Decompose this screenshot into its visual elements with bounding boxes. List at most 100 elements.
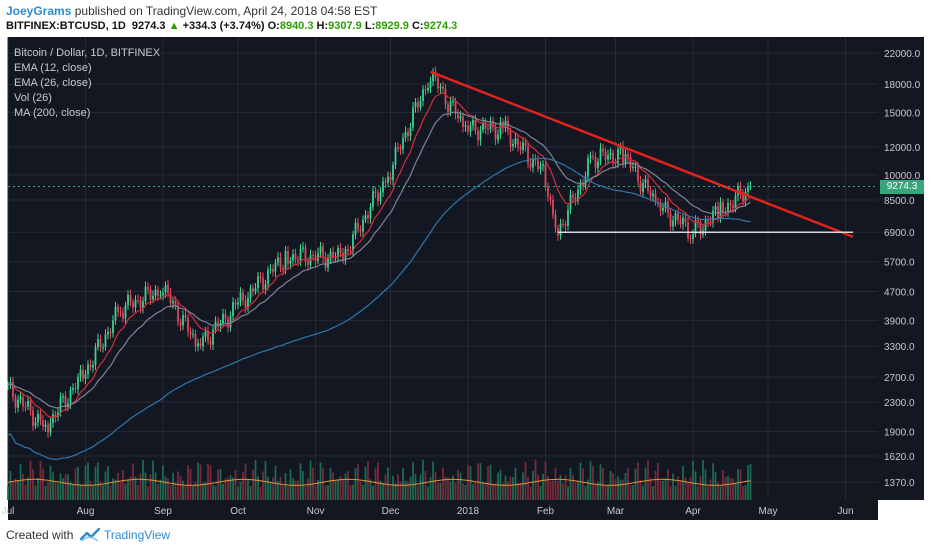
- volume-bar: [117, 472, 119, 500]
- volume-bar: [124, 484, 127, 500]
- volume-bar: [234, 470, 237, 500]
- candle-body: [104, 334, 107, 348]
- candle-body: [597, 161, 599, 169]
- price-chart[interactable]: 22000.0 18000.0 15000.0 12000.0 10000.0 8500.…: [0, 37, 932, 520]
- candle-body: [207, 331, 209, 342]
- candle-body: [64, 396, 67, 407]
- candle-body: [254, 288, 257, 292]
- volume-bar: [512, 477, 514, 500]
- volume-bar: [642, 485, 644, 500]
- volume-bar: [404, 480, 407, 500]
- volume-bar: [219, 469, 222, 500]
- volume-bar: [597, 481, 599, 500]
- volume-bar: [84, 465, 87, 500]
- volume-bar: [442, 467, 444, 500]
- author-link[interactable]: JoeyGrams: [6, 4, 72, 18]
- volume-bar: [719, 486, 722, 500]
- volume-bar: [362, 485, 364, 500]
- ma200-line: [7, 157, 751, 460]
- volume-bar: [494, 483, 497, 500]
- candle-body: [159, 295, 162, 297]
- footer: Created with TradingView: [0, 521, 932, 550]
- candle-body: [359, 229, 362, 232]
- up-arrow-icon: ▲: [168, 20, 180, 32]
- volume-bar: [279, 476, 282, 500]
- legend-ma200[interactable]: MA (200, close): [14, 107, 91, 119]
- volume-bar: [122, 470, 124, 500]
- candle-body: [34, 422, 37, 426]
- candle-body: [327, 258, 329, 268]
- candle-body: [284, 251, 287, 270]
- volume-bar: [519, 482, 522, 500]
- volume-bar: [689, 477, 692, 500]
- legend-volume[interactable]: Vol (26): [14, 92, 52, 104]
- candle-body: [419, 101, 422, 108]
- legend-ema26[interactable]: EMA (26, close): [14, 77, 92, 89]
- volume-bar: [129, 476, 132, 500]
- candle-body: [642, 182, 644, 192]
- volume-bar: [67, 474, 69, 500]
- open-label: O:: [267, 20, 280, 32]
- volume-bar: [164, 476, 167, 500]
- volume-bar: [639, 479, 642, 500]
- candle-body: [292, 253, 294, 261]
- volume-bar: [214, 486, 217, 500]
- volume-bar: [7, 486, 9, 500]
- candle-body: [522, 142, 524, 150]
- candle-body: [532, 158, 534, 168]
- volume-bar: [77, 466, 79, 500]
- y-tick-label: 10000.0: [884, 171, 921, 182]
- volume-bar: [97, 462, 99, 500]
- y-tick-label: 3900.0: [884, 316, 915, 327]
- y-tick-label: 2700.0: [884, 373, 915, 384]
- candle-body: [574, 197, 577, 201]
- volume-bar: [52, 472, 54, 500]
- candle-body: [167, 284, 169, 294]
- volume-bar: [507, 481, 509, 500]
- volume-bar: [184, 485, 187, 500]
- candle-body: [84, 374, 87, 379]
- candle-body: [267, 269, 269, 285]
- chart-area[interactable]: 22000.0 18000.0 15000.0 12000.0 10000.0 8500.…: [0, 37, 932, 520]
- candle-body: [409, 127, 412, 137]
- volume-bar: [54, 480, 57, 500]
- candle-body: [712, 210, 714, 223]
- tradingview-brand-link[interactable]: TradingView: [104, 528, 171, 542]
- legend-ema12[interactable]: EMA (12, close): [14, 62, 92, 74]
- volume-bar: [574, 482, 577, 500]
- candle-body: [377, 193, 379, 201]
- y-tick-label: 1370.0: [884, 478, 915, 489]
- candle-body: [257, 276, 259, 289]
- candle-body: [437, 77, 439, 89]
- volume-bar: [522, 472, 524, 500]
- candle-body: [99, 339, 102, 348]
- volume-bar: [177, 471, 179, 500]
- volume-bar: [724, 476, 727, 500]
- candle-body: [194, 333, 197, 347]
- volume-bar: [602, 467, 604, 500]
- volume-bar: [119, 481, 122, 500]
- candle-body: [417, 101, 419, 108]
- volume-bar: [539, 485, 542, 500]
- volume-bar: [209, 464, 212, 500]
- volume-bar: [29, 460, 32, 500]
- y-tick-label: 4700.0: [884, 288, 915, 299]
- candle-body: [414, 101, 417, 108]
- candle-body: [352, 234, 354, 252]
- candle-body: [524, 142, 527, 147]
- x-tick-label: Aug: [77, 506, 95, 517]
- volume-bar: [707, 486, 709, 500]
- volume-bar: [277, 480, 279, 500]
- volume-bar: [159, 479, 162, 500]
- candle-body: [329, 251, 332, 259]
- x-tick-label: Jul: [2, 506, 15, 517]
- candle-body: [317, 253, 319, 261]
- candle-body: [12, 382, 14, 397]
- candle-body: [497, 134, 499, 140]
- candle-body: [384, 181, 387, 183]
- volume-bar: [619, 479, 622, 500]
- candle-body: [362, 219, 364, 232]
- candle-body: [282, 267, 284, 270]
- volume-bar: [72, 484, 74, 500]
- volume-bar: [744, 485, 747, 500]
